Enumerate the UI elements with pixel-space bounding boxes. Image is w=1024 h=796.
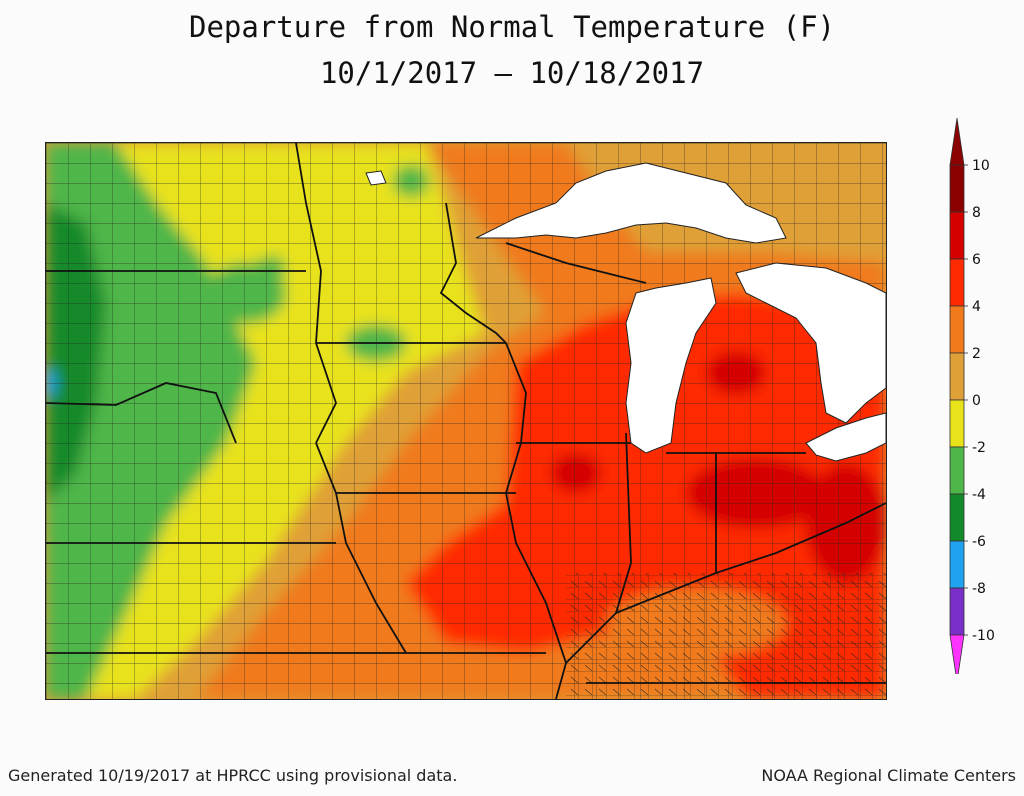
- source-credit: NOAA Regional Climate Centers: [761, 766, 1016, 785]
- state-border-mississippi: [505, 342, 567, 699]
- state-border-wi-mi: [505, 242, 647, 284]
- legend-tick-label: -6: [972, 534, 986, 550]
- legend-tick-label: 10: [972, 158, 990, 174]
- legend-band-neg8-to-neg6: [949, 540, 965, 589]
- state-border-missouri-river: [315, 442, 407, 654]
- map-date-range: 10/1/2017 – 10/18/2017: [319, 56, 705, 90]
- legend-band-above-8: [949, 164, 965, 213]
- lake-michigan: [625, 277, 717, 454]
- legend-band-above-10: [949, 117, 965, 166]
- state-border-mn-dakotas: [295, 143, 337, 444]
- lake-winnipeg-fragment: [365, 170, 387, 186]
- legend-band-neg2-to-0: [949, 399, 965, 448]
- temperature-departure-map: [45, 142, 887, 700]
- legend-tick-label: -4: [972, 487, 986, 503]
- generated-note: Generated 10/19/2017 at HPRCC using prov…: [8, 766, 458, 785]
- legend-tick-label: 6: [972, 252, 981, 268]
- legend-band-6-to-8: [949, 211, 965, 260]
- legend-tick-label: -10: [972, 628, 995, 644]
- lake-erie: [805, 412, 886, 462]
- legend-band-0-to-2: [949, 352, 965, 401]
- legend-tick-label: 4: [972, 299, 981, 315]
- map-canvas: [46, 143, 886, 699]
- legend-band-4-to-6: [949, 258, 965, 307]
- legend-tick-label: -2: [972, 440, 986, 456]
- legend-canvas: 10 8 6 4 2 0 -2 -4 -6 -8 -10: [949, 117, 995, 683]
- lake-superior: [475, 162, 787, 244]
- legend-band-below-neg10: [949, 634, 965, 683]
- legend-tick-label: 8: [972, 205, 981, 221]
- state-border-il-in: [615, 432, 632, 614]
- state-border-sd-ne: [46, 382, 237, 444]
- legend-band-2-to-4: [949, 305, 965, 354]
- legend-band-neg10-to-neg8: [949, 587, 965, 636]
- color-legend: 10 8 6 4 2 0 -2 -4 -6 -8 -10: [948, 114, 1018, 683]
- lake-huron: [735, 262, 886, 424]
- legend-band-neg6-to-neg4: [949, 493, 965, 542]
- map-title: Departure from Normal Temperature (F): [188, 10, 835, 44]
- county-grid-south: [566, 573, 886, 699]
- state-border-oh-river: [565, 502, 886, 664]
- state-border-mn-wi: [439, 202, 507, 344]
- legend-band-neg4-to-neg2: [949, 446, 965, 495]
- legend-tick-label: -8: [972, 581, 986, 597]
- legend-tick-label: 0: [972, 393, 981, 409]
- legend-tick-label: 2: [972, 346, 981, 362]
